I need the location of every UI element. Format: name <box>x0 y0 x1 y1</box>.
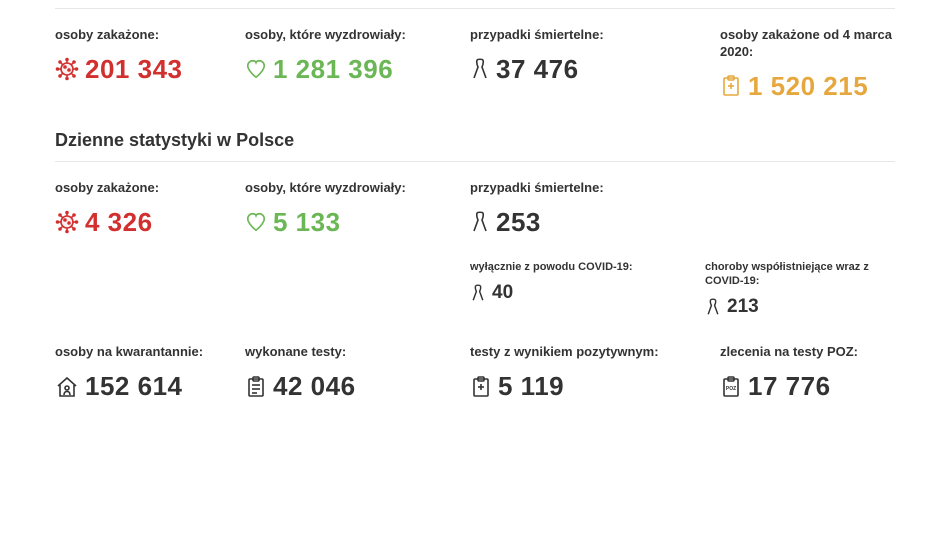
stat-deaths-daily: przypadki śmiertelne: 253 <box>470 180 720 238</box>
stat-poz-orders: zlecenia na testy POZ: POZ 17 776 <box>720 344 895 402</box>
stat-label: wykonane testy: <box>245 344 470 361</box>
virus-icon <box>55 57 79 81</box>
stat-label: przypadki śmiertelne: <box>470 180 720 197</box>
stat-since-march: osoby zakażone od 4 marca 2020: 1 520 21… <box>720 27 895 102</box>
stat-deaths-comorbid: choroby współistniejące wraz z COVID-19:… <box>705 260 895 319</box>
stat-value: 17 776 <box>748 371 831 402</box>
stat-label: osoby zakażone: <box>55 180 245 197</box>
stat-value: 5 119 <box>498 371 564 402</box>
stat-value: 4 326 <box>85 207 153 238</box>
stat-tests: wykonane testy: 42 046 <box>245 344 470 402</box>
divider-top <box>55 8 895 9</box>
stat-label: testy z wynikiem pozytywnym: <box>470 344 720 361</box>
heart-icon <box>245 58 267 80</box>
clipboard-plus-icon <box>470 375 492 399</box>
divider-daily <box>55 161 895 162</box>
clipboard-list-icon <box>245 375 267 399</box>
daily-stats-row-2: osoby na kwarantannie: 152 614 wykonane … <box>55 344 895 402</box>
stat-value: 253 <box>496 207 541 238</box>
heart-icon <box>245 211 267 233</box>
stat-sublabel: wyłącznie z powodu COVID-19: <box>470 260 705 274</box>
ribbon-icon <box>470 210 490 234</box>
stat-deaths-covid-only: wyłącznie z powodu COVID-19: 40 <box>470 260 705 319</box>
death-breakdown-row: wyłącznie z powodu COVID-19: 40 choroby … <box>470 260 895 319</box>
stat-positive-tests: testy z wynikiem pozytywnym: 5 119 <box>470 344 720 402</box>
daily-stats-row-1: osoby zakażone: 4 326 osoby, kt <box>55 180 895 238</box>
stat-label: osoby zakażone: <box>55 27 245 44</box>
clipboard-poz-icon: POZ <box>720 375 742 399</box>
stat-recovered-cumulative: osoby, które wyzdrowiały: 1 281 396 <box>245 27 470 102</box>
stat-infected-daily: osoby zakażone: 4 326 <box>55 180 245 238</box>
stat-infected-cumulative: osoby zakażone: 201 343 <box>55 27 245 102</box>
stat-label: zlecenia na testy POZ: <box>720 344 895 361</box>
ribbon-icon <box>470 57 490 81</box>
stat-value: 152 614 <box>85 371 182 402</box>
stat-value: 1 520 215 <box>748 71 868 102</box>
stat-label: przypadki śmiertelne: <box>470 27 720 44</box>
svg-text:POZ: POZ <box>726 386 736 392</box>
cumulative-stats-row: osoby zakażone: 201 343 osoby, <box>55 27 895 102</box>
stat-deaths-cumulative: przypadki śmiertelne: 37 476 <box>470 27 720 102</box>
stat-label: osoby na kwarantannie: <box>55 344 245 361</box>
ribbon-icon <box>470 283 486 303</box>
ribbon-icon <box>705 297 721 317</box>
stat-sublabel: choroby współistniejące wraz z COVID-19: <box>705 260 895 289</box>
stat-label: osoby, które wyzdrowiały: <box>245 180 470 197</box>
stat-quarantine: osoby na kwarantannie: 152 614 <box>55 344 245 402</box>
clipboard-plus-icon <box>720 74 742 98</box>
stat-value: 213 <box>727 296 759 318</box>
stat-label: osoby, które wyzdrowiały: <box>245 27 470 44</box>
stat-recovered-daily: osoby, które wyzdrowiały: 5 133 <box>245 180 470 238</box>
stat-value: 37 476 <box>496 54 579 85</box>
virus-icon <box>55 210 79 234</box>
stat-value: 5 133 <box>273 207 341 238</box>
stat-value: 1 281 396 <box>273 54 393 85</box>
stat-value: 40 <box>492 282 513 304</box>
stat-value: 42 046 <box>273 371 356 402</box>
stat-value: 201 343 <box>85 54 182 85</box>
house-person-icon <box>55 375 79 399</box>
section-title-daily: Dzienne statystyki w Polsce <box>55 130 895 151</box>
stat-label: osoby zakażone od 4 marca 2020: <box>720 27 895 61</box>
